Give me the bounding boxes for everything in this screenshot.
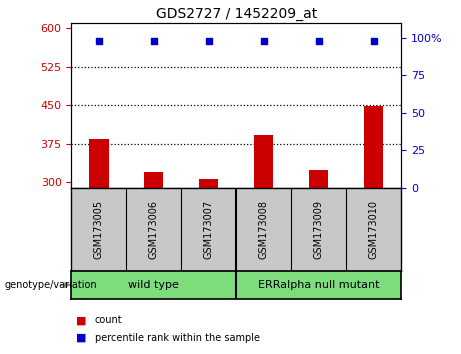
Bar [364,106,383,188]
Text: percentile rank within the sample: percentile rank within the sample [95,333,260,343]
Text: count: count [95,315,122,325]
Text: GSM173008: GSM173008 [259,200,269,259]
Bar [89,139,108,188]
Bar [199,179,219,188]
Point [370,38,377,44]
Point [95,38,103,44]
Text: wild type: wild type [129,280,179,290]
Bar [254,135,273,188]
Point [205,38,213,44]
Text: GSM173010: GSM173010 [369,200,378,259]
Point [260,38,267,44]
Bar [309,170,328,188]
Text: ERRalpha null mutant: ERRalpha null mutant [258,280,379,290]
Text: ■: ■ [76,333,87,343]
Point [315,38,322,44]
Text: GSM173005: GSM173005 [94,200,104,259]
Text: ■: ■ [76,315,87,325]
Text: GSM173006: GSM173006 [149,200,159,259]
Bar [144,172,164,188]
Text: genotype/variation: genotype/variation [5,280,97,290]
Text: GSM173007: GSM173007 [204,200,214,259]
Title: GDS2727 / 1452209_at: GDS2727 / 1452209_at [156,7,317,21]
Text: GSM173009: GSM173009 [313,200,324,259]
Point [150,38,158,44]
